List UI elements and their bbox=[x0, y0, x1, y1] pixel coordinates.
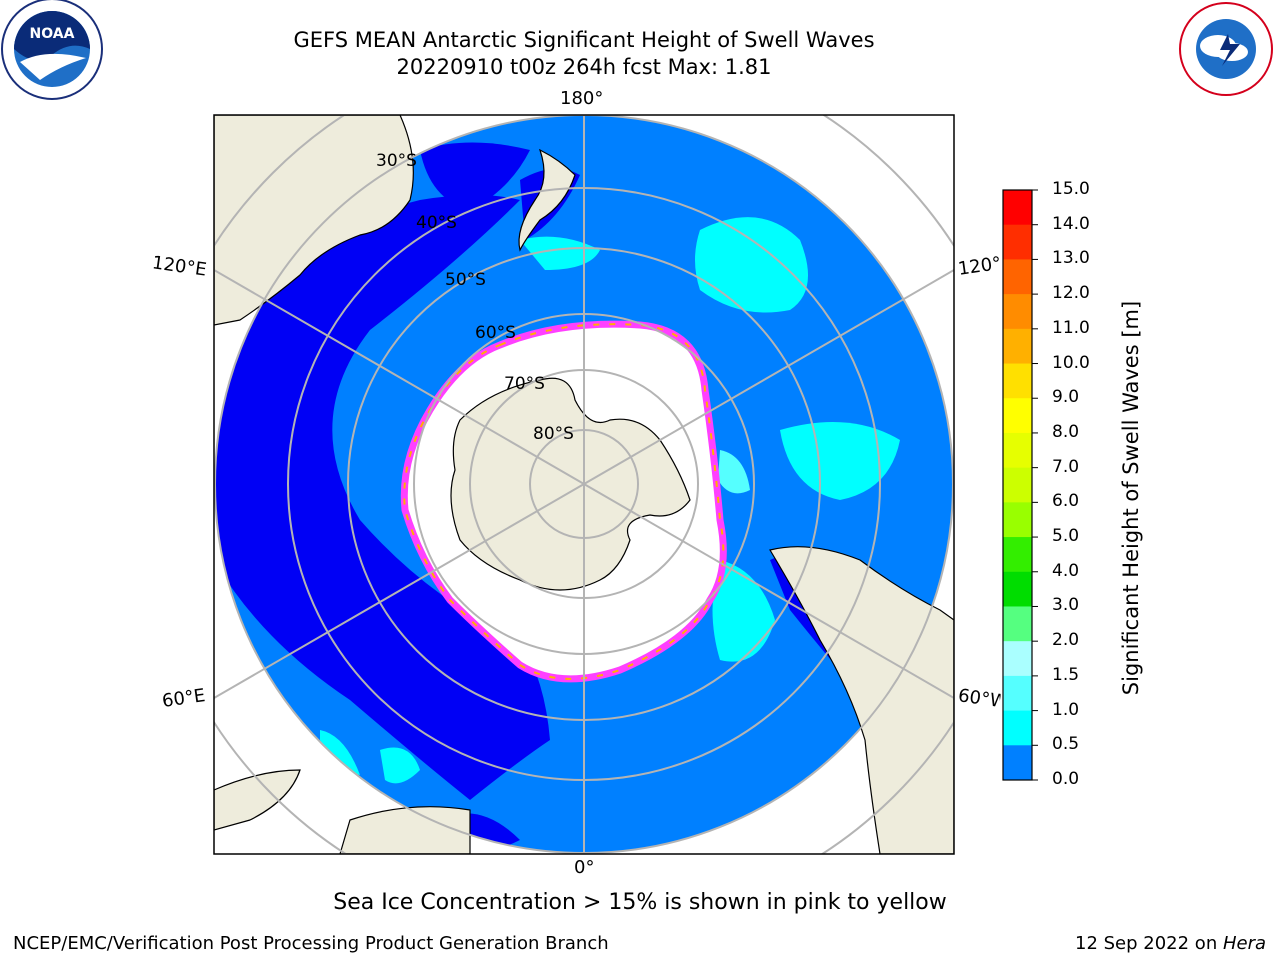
colorbar-tick-label: 0.5 bbox=[1052, 734, 1080, 755]
antarctica-land bbox=[450, 377, 691, 591]
footer-date: 12 Sep 2022 on Hera bbox=[1075, 933, 1266, 954]
colorbar-frame bbox=[1002, 189, 1033, 781]
colorbar-swatch bbox=[1003, 294, 1032, 330]
colorbar-swatch bbox=[1003, 398, 1032, 434]
colorbar-swatch bbox=[1003, 675, 1032, 712]
south-america-land bbox=[769, 546, 954, 854]
colorbar-tick-label: 1.0 bbox=[1052, 699, 1080, 720]
colorbar-tick-label: 8.0 bbox=[1052, 421, 1080, 442]
colorbar-tick-label: 11.0 bbox=[1052, 317, 1090, 338]
colorbar-tick-label: 13.0 bbox=[1052, 248, 1090, 269]
colorbar-tick-label: 5.0 bbox=[1052, 526, 1080, 547]
africa-land bbox=[339, 806, 471, 854]
chart-title: GEFS MEAN Antarctic Significant Height o… bbox=[293, 28, 875, 52]
colorbar-swatch bbox=[1003, 190, 1032, 226]
colorbar-swatch bbox=[1003, 745, 1032, 781]
footer-date-text: 12 Sep 2022 on bbox=[1075, 933, 1223, 954]
colorbar-tick-label: 3.0 bbox=[1052, 595, 1080, 616]
colorbar-tick-label: 12.0 bbox=[1052, 283, 1090, 304]
colorbar-tick-label: 10.0 bbox=[1052, 352, 1090, 373]
colorbar-tick-label: 6.0 bbox=[1052, 491, 1080, 512]
colorbar-tick-label: 0.0 bbox=[1052, 769, 1080, 789]
colorbar-swatch bbox=[1003, 606, 1032, 642]
chart-subtitle: 20220910 t00z 264h fcst Max: 1.81 bbox=[396, 55, 772, 79]
lat-label-30s: 30°S bbox=[376, 151, 417, 171]
colorbar-swatch bbox=[1003, 224, 1032, 260]
lat-label-70s: 70°S bbox=[504, 374, 545, 394]
colorbar-swatch bbox=[1003, 537, 1032, 573]
colorbar-swatch bbox=[1003, 363, 1032, 399]
continents bbox=[214, 115, 954, 854]
footer-machine: Hera bbox=[1222, 933, 1266, 954]
lat-label-60s: 60°S bbox=[475, 323, 516, 343]
graticule bbox=[214, 115, 954, 854]
colorbar-tick-label: 4.0 bbox=[1052, 560, 1080, 581]
noaa-logo-text: NOAA bbox=[30, 26, 75, 42]
colorbar-tick-label: 2.0 bbox=[1052, 630, 1080, 651]
lon-label-0: 0° bbox=[574, 857, 595, 878]
lat-label-40s: 40°S bbox=[416, 213, 457, 233]
colorbar-tick-label: 14.0 bbox=[1052, 213, 1090, 234]
lon-label-180: 180° bbox=[560, 88, 604, 109]
colorbar-tick-label: 9.0 bbox=[1052, 387, 1080, 408]
noaa-logo: NOAA bbox=[1, 0, 103, 100]
colorbar-swatch bbox=[1003, 432, 1032, 469]
colorbar-label: Significant Height of Swell Waves [m] bbox=[1119, 300, 1143, 696]
swell-10-15-area bbox=[695, 217, 808, 313]
map-frame bbox=[213, 114, 955, 855]
colorbar-tick-label: 15.0 bbox=[1052, 179, 1090, 199]
colorbar-swatch bbox=[1003, 467, 1032, 503]
colorbar bbox=[1002, 189, 1038, 781]
footer-branch: NCEP/EMC/Verification Post Processing Pr… bbox=[13, 933, 609, 954]
australia-land bbox=[214, 115, 414, 326]
colorbar-tick-label: 1.5 bbox=[1052, 664, 1080, 685]
sea-ice-note: Sea Ice Concentration > 15% is shown in … bbox=[333, 890, 947, 915]
colorbar-swatch bbox=[1003, 328, 1032, 365]
colorbar-tick-label: 7.0 bbox=[1052, 456, 1080, 477]
colorbar-swatch bbox=[1003, 710, 1032, 746]
madagascar-land bbox=[214, 769, 301, 831]
lat-label-80s: 80°S bbox=[533, 424, 574, 444]
colorbar-swatch bbox=[1003, 502, 1032, 538]
new-zealand-land bbox=[518, 148, 576, 252]
colorbar-swatch bbox=[1003, 571, 1032, 607]
nws-logo bbox=[1179, 2, 1273, 96]
colorbar-swatch bbox=[1003, 641, 1032, 677]
lat-label-50s: 50°S bbox=[445, 270, 486, 290]
colorbar-swatch bbox=[1003, 259, 1032, 295]
